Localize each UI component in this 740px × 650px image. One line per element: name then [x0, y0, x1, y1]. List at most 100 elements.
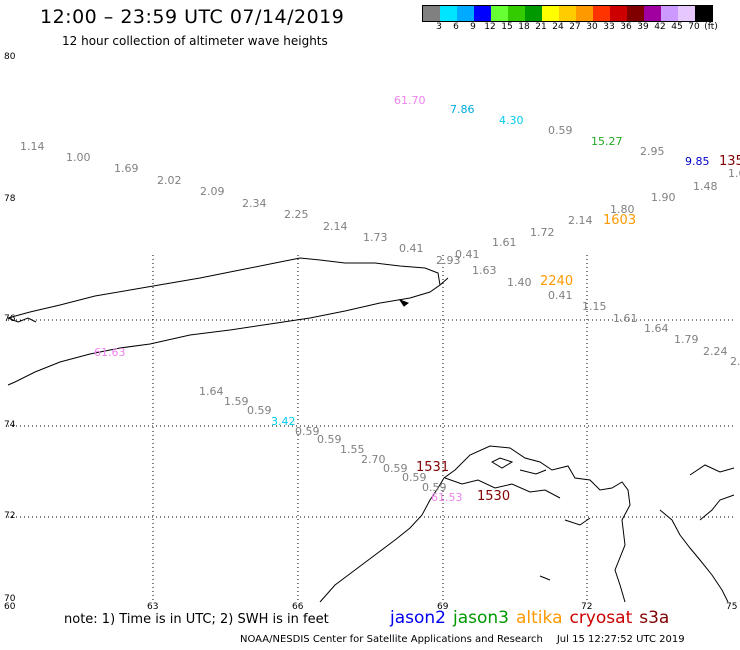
colorbar-swatch [542, 6, 559, 21]
colorbar-label: (ft) [704, 22, 718, 32]
obs-label: 9.85 [685, 155, 710, 168]
obs-label: 1.64 [644, 322, 669, 335]
obs-label: 2240 [540, 274, 574, 289]
lon-label-60: 60 [4, 602, 16, 612]
legend-s3a: s3a [639, 608, 670, 628]
obs-label: 1.40 [507, 276, 532, 289]
lon-label-72: 72 [581, 602, 593, 612]
colorbar-swatch [440, 6, 457, 21]
colorbar-swatch [593, 6, 610, 21]
obs-label: 1.63 [472, 264, 497, 277]
lon-label-66: 66 [292, 602, 304, 612]
colorbar-swatch [644, 6, 661, 21]
colorbar-swatch [474, 6, 491, 21]
obs-label: 61.70 [394, 94, 426, 107]
colorbar-label: 3 [436, 22, 442, 32]
obs-label: 1.48 [693, 180, 718, 193]
obs-label: 0.59 [295, 425, 320, 438]
footer-org: NOAA/NESDIS Center for Satellite Applica… [240, 634, 543, 645]
colorbar-label: 42 [654, 22, 666, 32]
lat-label-70: 70 [4, 594, 16, 604]
obs-label: 0.59 [317, 433, 342, 446]
colorbar-swatch [610, 6, 627, 21]
obs-label: 0.59 [383, 462, 408, 475]
legend-altika: altika [516, 608, 563, 628]
colorbar-swatch [695, 6, 712, 21]
lat-label-76: 76 [4, 314, 16, 324]
obs-label: 1603 [603, 213, 637, 228]
obs-label: 61.63 [94, 346, 126, 359]
obs-label: 1.80 [610, 203, 635, 216]
colorbar-label: 70 [688, 22, 700, 32]
colorbar-swatch [491, 6, 508, 21]
obs-label: 2.70 [361, 453, 386, 466]
lat-label-80: 80 [4, 52, 16, 62]
legend-cryosat: cryosat [569, 608, 633, 628]
obs-label: 15.27 [591, 135, 623, 148]
colorbar-swatch [457, 6, 474, 21]
colorbar-swatch [508, 6, 525, 21]
obs-label: 1.61 [613, 312, 638, 325]
grid-lines [8, 255, 734, 602]
colorbar-swatch [423, 6, 440, 21]
colorbar-swatch [661, 6, 678, 21]
obs-label: 2.09 [200, 185, 225, 198]
obs-label: 1.73 [363, 231, 388, 244]
obs-label: 2.02 [157, 174, 182, 187]
footer: NOAA/NESDIS Center for Satellite Applica… [240, 634, 685, 645]
obs-label: 1531 [416, 460, 450, 475]
obs-label: 135 [719, 154, 740, 169]
obs-label: 1.15 [582, 300, 607, 313]
colorbar-label: 39 [637, 22, 649, 32]
obs-label: 1.00 [66, 151, 91, 164]
obs-label: 2.25 [284, 208, 309, 221]
colorbar-label: 12 [484, 22, 496, 32]
legend-jason3: jason3 [453, 608, 509, 628]
footer-timestamp: Jul 15 12:27:52 UTC 2019 [556, 634, 685, 645]
lat-label-78: 78 [4, 194, 16, 204]
obs-label: 0.59 [247, 404, 272, 417]
lon-label-69: 69 [437, 602, 449, 612]
obs-label: 2.93 [436, 254, 461, 267]
obs-label: 1.90 [651, 191, 676, 204]
colorbar-label: 6 [453, 22, 459, 32]
obs-label: 1.79 [674, 333, 699, 346]
obs-label: 0.59 [422, 481, 447, 494]
colorbar-label: 21 [535, 22, 547, 32]
lon-label-63: 63 [147, 602, 159, 612]
lat-label-74: 74 [4, 420, 16, 430]
obs-label: 1.59 [224, 395, 249, 408]
obs-label: 1530 [477, 489, 511, 504]
legend-jason2: jason2 [390, 608, 446, 628]
colorbar-label: 24 [552, 22, 564, 32]
colorbar-swatch [525, 6, 542, 21]
colorbar-swatch [678, 6, 695, 21]
map-title: 12:00 – 23:59 UTC 07/14/2019 [40, 6, 345, 28]
obs-label: 1.61 [492, 236, 517, 249]
colorbar-swatch [627, 6, 644, 21]
wave-height-colorbar [422, 5, 713, 22]
colorbar-label: 27 [569, 22, 581, 32]
obs-label: 2.14 [323, 220, 348, 233]
satellite-legend: jason2 jason3 altika cryosat s3a [390, 608, 676, 628]
obs-label: 2.24 [703, 345, 728, 358]
obs-label: 4.30 [499, 114, 524, 127]
obs-label: 1.55 [340, 443, 365, 456]
obs-label: 2.95 [640, 145, 665, 158]
obs-label: 1.69 [114, 162, 139, 175]
obs-label: 0.41 [399, 242, 424, 255]
obs-label: 1.64 [199, 385, 224, 398]
colorbar-label: 36 [620, 22, 632, 32]
colorbar-swatch [576, 6, 593, 21]
lon-label-75: 75 [726, 602, 738, 612]
obs-label: 1.14 [20, 140, 45, 153]
obs-label: 2. [730, 355, 740, 368]
obs-label: 0.41 [548, 289, 573, 302]
colorbar-label: 9 [470, 22, 476, 32]
obs-label: 1.6 [728, 167, 740, 180]
obs-label: 1.72 [530, 226, 555, 239]
colorbar-label: 18 [518, 22, 530, 32]
colorbar-swatch [559, 6, 576, 21]
obs-label: 61.53 [431, 491, 463, 504]
